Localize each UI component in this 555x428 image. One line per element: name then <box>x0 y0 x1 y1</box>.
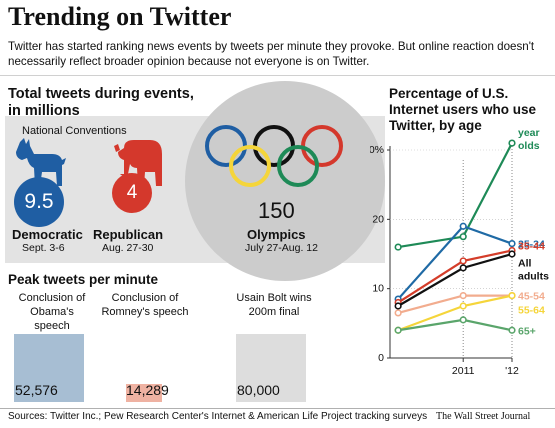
peak-label-bolt: Usain Bolt wins 200m final <box>236 292 312 318</box>
events-heading-line2: in millions <box>8 103 80 119</box>
series-label-3-0: All <box>518 257 532 269</box>
peak-value-romney: 14,289 <box>126 382 169 398</box>
democratic-name: Democratic <box>12 227 83 242</box>
series-point-1-2 <box>508 239 516 248</box>
y-tick-label-0: 0 <box>378 352 384 364</box>
page-title: Trending on Twitter <box>8 2 232 31</box>
series-point-6-2 <box>508 326 516 334</box>
republican-name: Republican <box>93 227 164 242</box>
series-point-3-0 <box>394 302 402 310</box>
y-tick-label-2: 20 <box>372 213 384 225</box>
series-point-3-2 <box>508 250 516 258</box>
age-line-chart: 0102030%2011'1218-24yearolds25-3435-44Al… <box>370 130 549 377</box>
conventions-label: National Conventions <box>22 125 127 137</box>
series-point-1-1 <box>459 222 467 230</box>
y-tick-label-3: 30% <box>370 144 384 156</box>
series-label-3-1: adults <box>518 270 549 282</box>
donkey-icon <box>16 138 66 186</box>
peak-heading: Peak tweets per minute <box>8 272 159 287</box>
peak-bar-obama <box>14 334 84 402</box>
series-point-0-1 <box>459 233 467 241</box>
olympics-total-value: 150 <box>258 198 295 223</box>
peak-bars <box>0 320 370 402</box>
events-heading-line1: Total tweets during events, <box>8 86 194 102</box>
age-chart-heading: Percentage of U.S. Internet users who us… <box>389 86 537 133</box>
series-point-6-1 <box>459 316 467 324</box>
x-tick-label-1: '12 <box>505 365 519 377</box>
series-point-6-0 <box>394 326 402 334</box>
series-label-4-0: 45-54 <box>518 291 545 303</box>
header-divider <box>0 75 555 76</box>
series-label-6-0: 65+ <box>518 325 536 337</box>
series-label-5-0: 55-64 <box>518 304 545 316</box>
series-label-1-0: 25-34 <box>518 239 545 251</box>
series-line-0 <box>397 142 513 249</box>
peak-value-bolt: 80,000 <box>237 382 280 398</box>
series-point-0-2 <box>508 139 516 147</box>
series-line-5 <box>397 294 513 332</box>
democratic-total-badge: 9.5 <box>14 177 64 227</box>
series-point-2-1 <box>459 257 467 265</box>
source-note: Sources: Twitter Inc.; Pew Research Cent… <box>8 411 428 422</box>
olympics-name: Olympics <box>247 227 306 242</box>
republican-total-badge: 4 <box>112 173 152 213</box>
series-point-5-1 <box>459 302 467 310</box>
x-tick-label-0: 2011 <box>452 365 475 377</box>
series-point-4-1 <box>459 292 467 300</box>
peak-bar-bolt <box>236 334 306 402</box>
series-point-4-0 <box>394 309 402 317</box>
subtitle: Twitter has started ranking news events … <box>8 40 535 68</box>
republican-dates: Aug. 27-30 <box>102 242 154 254</box>
credit: The Wall Street Journal <box>436 411 531 422</box>
peak-bar-romney <box>126 383 162 402</box>
olympic-rings-icon <box>205 125 343 187</box>
series-point-0-0 <box>394 243 402 251</box>
democratic-dates: Sept. 3-6 <box>22 242 65 254</box>
series-point-5-2 <box>508 292 516 300</box>
peak-value-obama: 52,576 <box>15 382 58 398</box>
y-tick-label-1: 10 <box>372 283 384 295</box>
elephant-icon <box>114 140 162 186</box>
series-point-3-1 <box>459 264 467 272</box>
series-label-0-2: olds <box>518 140 540 152</box>
series-label-0-1: year <box>518 130 540 139</box>
footer-divider <box>0 408 555 409</box>
series-label-2-0: 35-44 <box>518 241 545 253</box>
peak-label-obama: Conclusion of Obama's speech <box>18 292 86 332</box>
events-heading: Total tweets during events, in millions <box>8 86 194 120</box>
peak-label-romney: Conclusion of Romney's speech <box>101 292 189 318</box>
olympics-dates: July 27-Aug. 12 <box>245 242 318 254</box>
